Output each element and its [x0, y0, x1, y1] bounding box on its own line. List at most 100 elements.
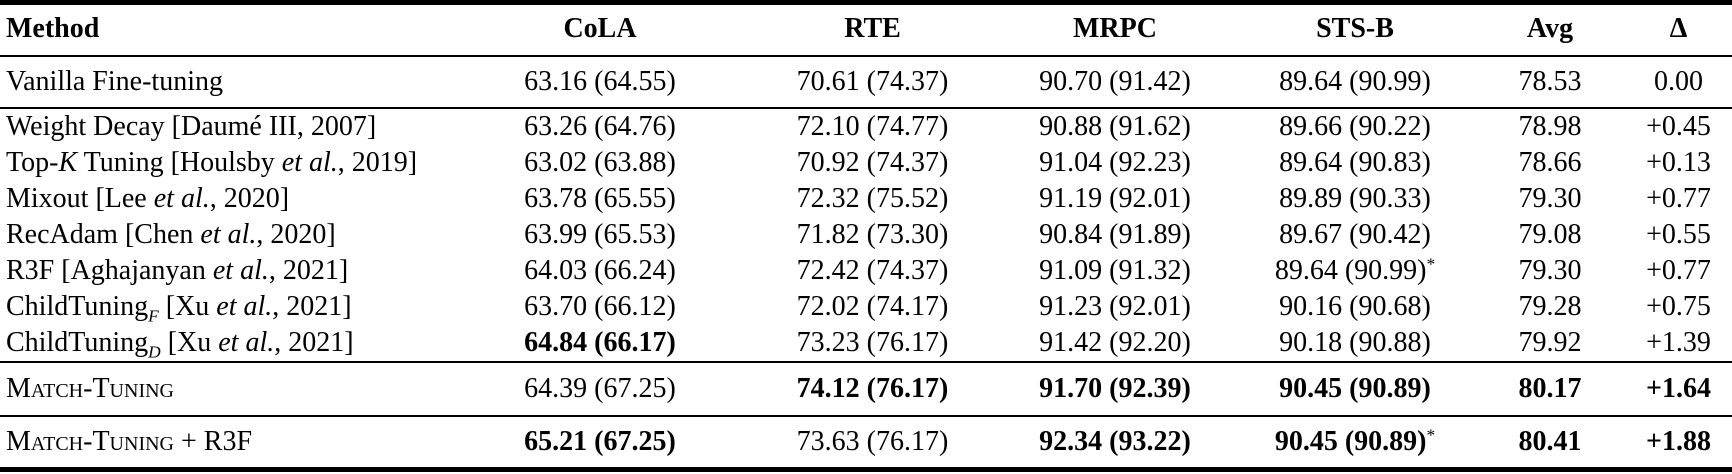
significance-star: * — [1426, 254, 1436, 274]
score-text: 70.92 (74.37) — [796, 147, 949, 178]
score-text: +1.88 — [1646, 426, 1711, 457]
score-text: 89.64 (90.99) — [1279, 66, 1431, 97]
score-text: 72.10 (74.77) — [796, 111, 949, 142]
score-text: 71.82 (73.30) — [796, 219, 949, 250]
method-name: ChildTuningF [Xu et al., 2021] — [6, 291, 352, 325]
score-text: 91.19 (92.01) — [1039, 183, 1191, 214]
method-cell: Weight Decay [Daumé III, 2007] — [0, 108, 450, 145]
method-text: [Xu — [160, 327, 219, 358]
score-text: 65.21 (67.25) — [524, 426, 676, 457]
col-header-cola: CoLA — [563, 13, 637, 44]
avg-cell: 79.28 — [1475, 289, 1625, 325]
stsb-cell: 89.64 (90.99) — [1235, 56, 1475, 108]
score-text: 73.63 (76.17) — [796, 426, 949, 457]
method-name: ChildTuningD [Xu et al., 2021] — [6, 327, 354, 361]
row-childtuning-f: ChildTuningF [Xu et al., 2021] 63.70 (66… — [0, 289, 1732, 325]
baseline-section: Vanilla Fine-tuning 63.16 (64.55) 70.61 … — [0, 56, 1732, 108]
score-text: +0.13 — [1646, 147, 1711, 178]
score-text: 80.41 — [1518, 426, 1582, 457]
rte-cell: 70.92 (74.37) — [750, 145, 995, 181]
score-text: 91.04 (92.23) — [1039, 147, 1191, 178]
method-name: Match-Tuning + R3F — [6, 426, 252, 457]
delta-cell: +0.55 — [1625, 217, 1732, 253]
row-vanilla-fine-tuning: Vanilla Fine-tuning 63.16 (64.55) 70.61 … — [0, 56, 1732, 108]
score-text: 90.18 (90.88) — [1279, 327, 1431, 358]
mrpc-cell: 91.09 (91.32) — [995, 253, 1235, 289]
score-text: 90.84 (91.89) — [1039, 219, 1191, 250]
method-name: RecAdam [Chen et al., 2020] — [6, 219, 336, 250]
rte-cell: 72.32 (75.52) — [750, 181, 995, 217]
score-text: 90.88 (91.62) — [1039, 111, 1191, 142]
table-header: Method CoLA RTE MRPC STS-B Avg Δ — [0, 3, 1732, 57]
row-weight-decay: Weight Decay [Daumé III, 2007] 63.26 (64… — [0, 108, 1732, 145]
cola-cell: 64.39 (67.25) — [450, 362, 750, 416]
delta-cell: +0.13 — [1625, 145, 1732, 181]
score-text: 91.70 (92.39) — [1039, 373, 1191, 404]
mrpc-cell: 90.70 (91.42) — [995, 56, 1235, 108]
cola-cell: 63.26 (64.76) — [450, 108, 750, 145]
avg-cell: 79.30 — [1475, 181, 1625, 217]
cola-cell: 63.99 (65.53) — [450, 217, 750, 253]
score-text: +0.75 — [1646, 291, 1711, 322]
col-header-rte: RTE — [844, 13, 901, 44]
rte-cell: 71.82 (73.30) — [750, 217, 995, 253]
score-text: 91.09 (91.32) — [1039, 255, 1191, 286]
score-text: +0.45 — [1646, 111, 1711, 142]
score-text: 63.78 (65.55) — [524, 183, 676, 214]
score-text: 90.16 (90.68) — [1279, 291, 1431, 322]
avg-cell: 79.08 — [1475, 217, 1625, 253]
etal: et al. — [216, 291, 273, 322]
score-text: 72.42 (74.37) — [796, 255, 949, 286]
prior-methods-section: Weight Decay [Daumé III, 2007] 63.26 (64… — [0, 108, 1732, 362]
delta-cell: 0.00 — [1625, 56, 1732, 108]
row-match-tuning: Match-Tuning 64.39 (67.25) 74.12 (76.17)… — [0, 362, 1732, 416]
method-text: , 2019] — [337, 147, 418, 178]
etal: et al. — [218, 327, 275, 358]
rte-cell: 73.23 (76.17) — [750, 325, 995, 362]
stsb-cell: 89.64 (90.83) — [1235, 145, 1475, 181]
score-text: 80.17 — [1518, 373, 1582, 404]
match-tuning-r3f-section: Match-Tuning + R3F 65.21 (67.25) 73.63 (… — [0, 416, 1732, 470]
row-childtuning-d: ChildTuningD [Xu et al., 2021] 64.84 (66… — [0, 325, 1732, 362]
score-text: 74.12 (76.17) — [796, 373, 949, 404]
stsb-cell: 90.45 (90.89)* — [1235, 416, 1475, 470]
col-header-stsb: STS-B — [1316, 13, 1394, 44]
score-text: 79.28 — [1518, 291, 1582, 322]
method-cell: ChildTuningD [Xu et al., 2021] — [0, 325, 450, 362]
method-text: Match-Tuning — [6, 373, 174, 404]
score-text: 89.66 (90.22) — [1279, 111, 1431, 142]
method-text: [Xu — [158, 291, 217, 322]
avg-cell: 78.53 — [1475, 56, 1625, 108]
subscript: D — [148, 342, 161, 362]
cola-cell: 63.16 (64.55) — [450, 56, 750, 108]
cola-cell: 63.02 (63.88) — [450, 145, 750, 181]
stsb-cell: 90.45 (90.89) — [1235, 362, 1475, 416]
method-cell: R3F [Aghajanyan et al., 2021] — [0, 253, 450, 289]
etal: et al. — [212, 255, 269, 286]
score-text: 90.45 (90.89) — [1279, 373, 1431, 404]
stsb-cell: 90.18 (90.88) — [1235, 325, 1475, 362]
method-cell: Top-K Tuning [Houlsby et al., 2019] — [0, 145, 450, 181]
method-name: Match-Tuning — [6, 373, 174, 404]
score-text: 79.92 — [1518, 327, 1582, 358]
method-name: Top-K Tuning [Houlsby et al., 2019] — [6, 147, 417, 178]
header-row: Method CoLA RTE MRPC STS-B Avg Δ — [0, 3, 1732, 57]
method-text: ChildTuning — [6, 291, 149, 322]
score-text: +0.77 — [1646, 183, 1711, 214]
method-text: RecAdam [Chen — [6, 219, 201, 250]
score-text: +0.55 — [1646, 219, 1711, 250]
method-text: , 2021] — [268, 255, 349, 286]
score-text: 89.89 (90.33) — [1279, 183, 1431, 214]
col-header-avg: Avg — [1526, 13, 1574, 44]
score-text: 72.02 (74.17) — [796, 291, 949, 322]
mrpc-cell: 91.23 (92.01) — [995, 289, 1235, 325]
method-text: R3F [Aghajanyan — [6, 255, 213, 286]
cola-cell: 65.21 (67.25) — [450, 416, 750, 470]
method-cell: Vanilla Fine-tuning — [0, 56, 450, 108]
cola-cell: 63.70 (66.12) — [450, 289, 750, 325]
score-text: 78.53 — [1518, 66, 1582, 97]
etal: et al. — [200, 219, 257, 250]
method-text: Tuning [Houlsby — [77, 147, 282, 178]
col-header-delta: Δ — [1669, 13, 1688, 44]
